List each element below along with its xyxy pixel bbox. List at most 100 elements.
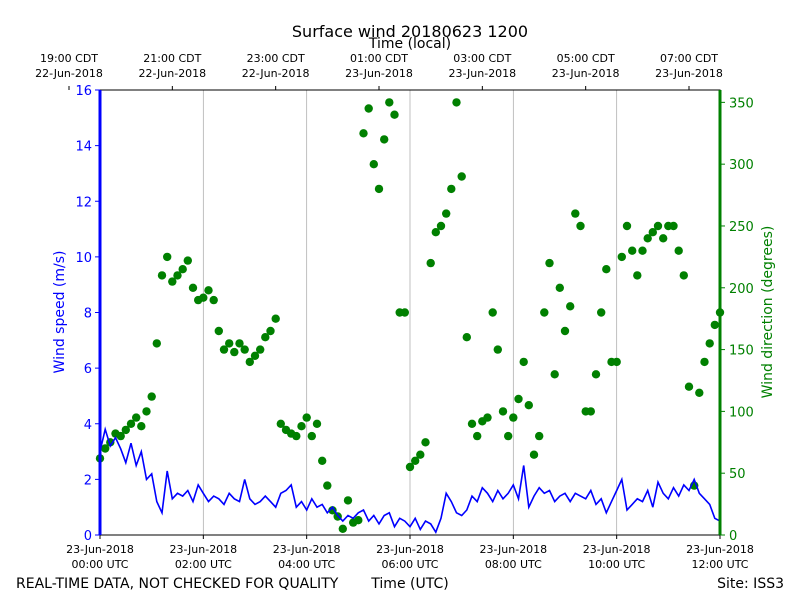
wind-direction-point — [385, 98, 394, 107]
wind-direction-point — [256, 345, 265, 354]
wind-direction-point — [163, 252, 172, 262]
left-tick-label: 16 — [75, 84, 92, 99]
wind-direction-point — [338, 524, 347, 533]
left-tick-label: 10 — [75, 251, 92, 266]
wind-direction-point — [674, 246, 683, 255]
wind-direction-point — [240, 345, 249, 354]
right-tick-label: 350 — [729, 96, 754, 111]
right-axis-label: Wind direction (degrees) — [760, 226, 776, 399]
wind-direction-point — [431, 228, 440, 237]
wind-direction-point — [261, 333, 270, 342]
wind-direction-point — [359, 129, 368, 138]
footer-site: Site: ISS3 — [717, 576, 784, 592]
wind-direction-point — [540, 308, 549, 317]
wind-direction-point — [390, 110, 399, 119]
wind-direction-point — [225, 339, 234, 348]
left-tick-label: 6 — [84, 362, 92, 377]
wind-direction-point — [209, 295, 218, 305]
wind-direction-point — [643, 234, 652, 243]
wind-direction-point — [462, 333, 471, 342]
top-tick-label-time: 21:00 CDT — [143, 52, 201, 65]
right-tick-label: 50 — [729, 467, 746, 482]
wind-direction-point — [204, 286, 213, 295]
bottom-tick-label-date: 23-Jun-2018 — [66, 543, 134, 556]
top-tick-label-time: 19:00 CDT — [40, 52, 98, 65]
wind-direction-point — [483, 413, 492, 422]
bottom-tick-label-date: 23-Jun-2018 — [583, 543, 651, 556]
top-tick-label-date: 23-Jun-2018 — [655, 67, 723, 80]
wind-direction-point — [509, 413, 518, 422]
bottom-axis-label: Time (UTC) — [370, 576, 448, 592]
wind-direction-point — [147, 392, 156, 401]
wind-direction-point — [266, 326, 275, 336]
wind-direction-point — [235, 339, 244, 348]
bottom-tick-label-date: 23-Jun-2018 — [686, 543, 754, 556]
wind-direction-point — [173, 271, 182, 280]
wind-direction-point — [633, 271, 642, 280]
bottom-tick-label-time: 12:00 UTC — [691, 558, 748, 571]
wind-direction-point — [157, 271, 167, 280]
wind-direction-point — [219, 345, 229, 354]
wind-direction-point — [457, 172, 466, 181]
left-axis-label: Wind speed (m/s) — [52, 251, 68, 374]
axis-ticks: 23-Jun-2018 00:00 UTC 23-Jun-2018 02:00 UTC… — [35, 52, 754, 571]
top-tick-label-date: 23-Jun-2018 — [552, 67, 620, 80]
wind-direction-point — [498, 407, 508, 416]
bottom-tick-label-date: 23-Jun-2018 — [169, 543, 237, 556]
wind-direction-point — [416, 450, 425, 459]
wind-direction-point — [586, 407, 595, 416]
grid-lines — [202, 90, 618, 535]
wind-direction-point — [659, 234, 668, 243]
wind-direction-point — [695, 388, 704, 397]
top-tick-label-time: 23:00 CDT — [247, 52, 305, 65]
wind-direction-point — [628, 246, 637, 255]
wind-direction-point — [710, 320, 719, 330]
top-tick-label-time: 01:00 CDT — [350, 52, 408, 65]
wind-direction-point — [178, 265, 187, 274]
wind-direction-point — [452, 98, 461, 107]
wind-speed-series — [99, 426, 721, 535]
bottom-tick-label-date: 23-Jun-2018 — [376, 543, 444, 556]
right-tick-label: 300 — [729, 158, 754, 173]
wind-direction-point — [199, 293, 208, 302]
wind-direction-point — [669, 221, 678, 231]
wind-direction-point — [116, 431, 125, 441]
wind-direction-point — [576, 221, 585, 231]
wind-direction-point — [250, 351, 260, 360]
wind-direction-point — [436, 221, 446, 231]
wind-direction-point — [447, 184, 456, 194]
wind-direction-point — [519, 357, 528, 367]
left-tick-label: 8 — [84, 307, 92, 322]
top-tick-label-date: 22-Jun-2018 — [35, 67, 103, 80]
wind-direction-point — [550, 370, 559, 379]
wind-direction-point — [421, 438, 430, 447]
wind-direction-point — [307, 431, 316, 441]
wind-direction-point — [504, 431, 513, 441]
wind-direction-point — [591, 370, 601, 379]
right-tick-label: 200 — [729, 282, 754, 297]
wind-direction-point — [560, 326, 570, 336]
wind-direction-point — [292, 431, 301, 441]
wind-direction-point — [571, 209, 580, 218]
wind-direction-point — [318, 456, 327, 465]
wind-direction-point — [364, 104, 373, 113]
wind-direction-point — [602, 265, 611, 274]
wind-direction-point — [638, 246, 647, 255]
wind-speed-line — [99, 426, 721, 535]
wind-direction-point — [380, 135, 389, 144]
wind-direction-point — [529, 450, 539, 459]
wind-direction-point — [374, 184, 384, 194]
wind-direction-point — [648, 228, 657, 237]
bottom-tick-label-time: 00:00 UTC — [71, 558, 128, 571]
right-tick-label: 0 — [729, 529, 737, 544]
wind-direction-point — [312, 419, 322, 428]
wind-direction-point — [405, 462, 415, 472]
top-tick-label-date: 22-Jun-2018 — [242, 67, 310, 80]
bottom-tick-label-time: 04:00 UTC — [278, 558, 335, 571]
top-tick-label-date: 22-Jun-2018 — [138, 67, 206, 80]
wind-direction-point — [271, 314, 280, 323]
chart-title: Surface wind 20180623 1200 — [292, 22, 528, 41]
wind-direction-point — [328, 506, 337, 515]
wind-direction-point — [214, 326, 223, 336]
bottom-tick-label-date: 23-Jun-2018 — [479, 543, 547, 556]
